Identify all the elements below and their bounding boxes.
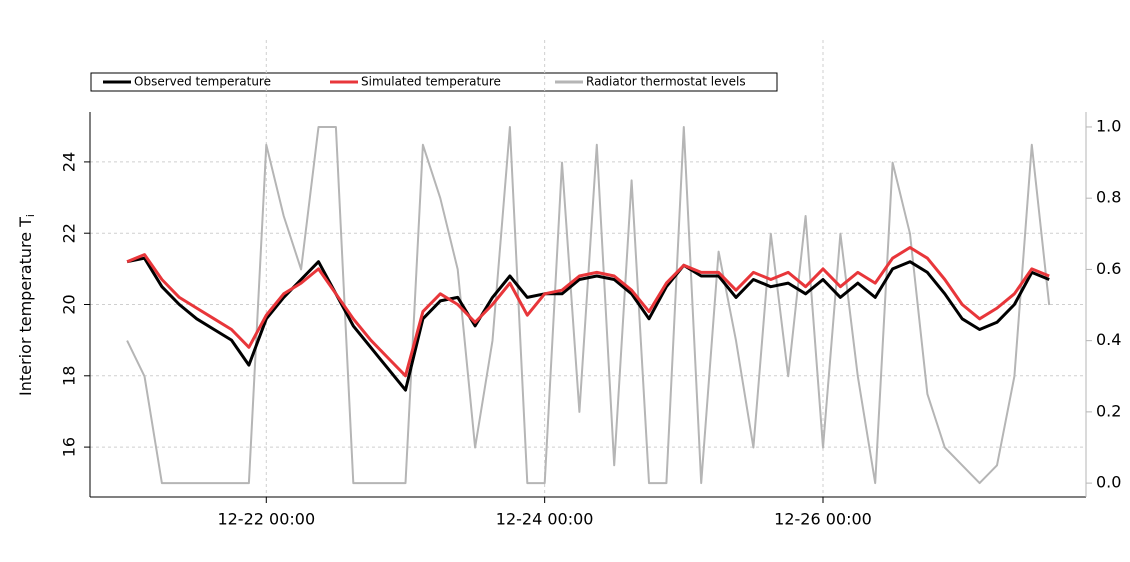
- legend-box: [90, 72, 778, 92]
- x-tick-label: 12-26 00:00: [774, 510, 872, 529]
- y-axis-label-sub: i: [24, 214, 37, 217]
- legend-label: Simulated temperature: [361, 75, 501, 89]
- series-line: [126, 126, 1051, 485]
- y2-tick-label: 0.4: [1096, 330, 1121, 349]
- y2-tick-label: 0.2: [1096, 401, 1121, 420]
- y2-tick-label: 0.6: [1096, 259, 1121, 278]
- x-tick-label: 12-24 00:00: [496, 510, 594, 529]
- y2-tick-label: 0.8: [1096, 188, 1121, 207]
- y-axis-label-main: Interior temperature T: [16, 217, 35, 396]
- y2-tick-label: 0.0: [1096, 473, 1121, 492]
- series-line: [126, 246, 1050, 378]
- y-tick-label: 18: [60, 366, 79, 386]
- y-tick-label: 16: [60, 437, 79, 457]
- y-tick-label: 20: [60, 294, 79, 314]
- x-tick-label: 12-22 00:00: [217, 510, 315, 529]
- series-line: [126, 256, 1050, 392]
- legend-label: Observed temperature: [134, 75, 271, 89]
- y2-tick-label: 1.0: [1096, 116, 1121, 135]
- y-tick-label: 24: [60, 152, 79, 172]
- legend-label: Radiator thermostat levels: [586, 75, 746, 89]
- y-axis-label: Interior temperature Ti: [16, 214, 38, 396]
- y-tick-label: 22: [60, 223, 79, 243]
